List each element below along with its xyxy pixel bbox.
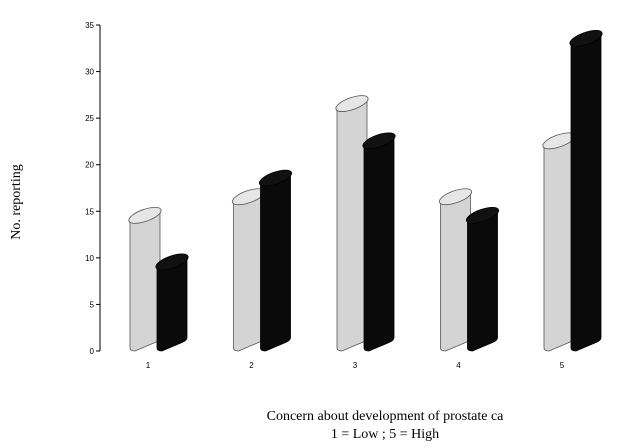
y-tick-label: 25 bbox=[85, 114, 94, 123]
y-tick-label: 20 bbox=[85, 161, 94, 170]
bar-cap-series2-cat3 bbox=[362, 132, 396, 150]
bars bbox=[128, 30, 603, 352]
y-axis: 0 5 10 15 20 25 30 35 bbox=[85, 21, 101, 356]
bar-series1-cat3 bbox=[336, 97, 368, 352]
x-tick-label-2: 2 bbox=[249, 361, 254, 370]
bar-series1-cat2 bbox=[233, 190, 264, 352]
y-tick-label: 5 bbox=[90, 300, 95, 309]
bar-cap-series2-cat5 bbox=[569, 30, 603, 47]
y-tick-label: 0 bbox=[90, 347, 95, 356]
y-axis-title: No. reporting bbox=[9, 164, 24, 239]
bar-cap-series2-cat1 bbox=[155, 253, 189, 271]
bar-series2-cat4 bbox=[467, 209, 498, 352]
bar-cap-series2-cat2 bbox=[258, 169, 293, 187]
bar-series2-cat3 bbox=[363, 135, 395, 352]
x-tick-label-4: 4 bbox=[456, 361, 461, 370]
x-tick-label-1: 1 bbox=[146, 361, 151, 370]
bar-series2-cat2 bbox=[260, 172, 291, 352]
y-tick-label: 10 bbox=[85, 254, 94, 263]
y-tick-label: 35 bbox=[85, 21, 94, 30]
bar-cap-series1-cat1 bbox=[128, 206, 162, 224]
bar-series1-cat4 bbox=[440, 190, 471, 352]
x-tick-label-5: 5 bbox=[560, 361, 565, 370]
x-axis-title-line2: 1 = Low ; 5 = High bbox=[331, 427, 439, 442]
x-axis-title: Concern about development of prostate ca bbox=[267, 409, 505, 424]
bar-cap-series1-cat4 bbox=[438, 188, 473, 206]
bar-cap-series1-cat3 bbox=[335, 95, 369, 112]
bar-series1-cat1 bbox=[129, 209, 161, 352]
bar-series2-cat1 bbox=[156, 256, 188, 352]
y-tick-label: 15 bbox=[85, 207, 94, 216]
bar-cap-series2-cat4 bbox=[465, 206, 500, 224]
bar-series2-cat5 bbox=[570, 32, 602, 352]
x-tick-label-3: 3 bbox=[353, 361, 358, 370]
y-tick-label: 30 bbox=[85, 68, 94, 77]
x-axis: 1 2 3 4 5 bbox=[146, 361, 565, 370]
bar-series1-cat5 bbox=[543, 135, 575, 352]
